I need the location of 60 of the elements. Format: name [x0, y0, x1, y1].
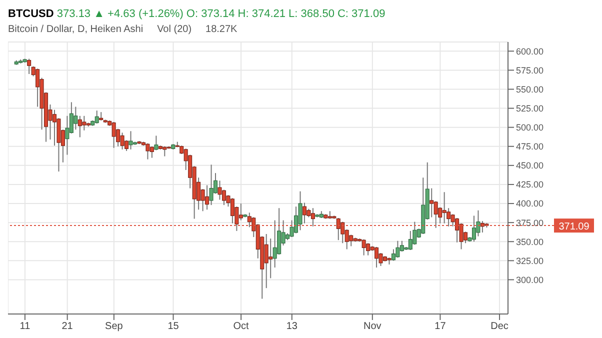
candlestick — [366, 242, 370, 256]
x-tick-label: 21 — [62, 321, 74, 332]
candlestick — [112, 122, 116, 148]
candlestick — [162, 146, 167, 157]
candlestick — [205, 184, 210, 210]
x-tick-label: 15 — [168, 321, 180, 332]
x-tick-label: Oct — [233, 321, 250, 332]
candlestick — [74, 106, 78, 130]
candlestick — [128, 130, 133, 150]
candlestick — [442, 192, 446, 224]
candlestick — [209, 164, 214, 206]
chart-subtitle: 373.13 ▲ +4.63 (+1.26%) O: 373.14 H: 374.21 L: 368.50 C: 371.09 — [56, 8, 386, 20]
x-tick-label: Dec — [490, 321, 508, 332]
candlestick — [222, 189, 226, 206]
candlestick — [146, 142, 150, 160]
ref-line-label: 371.09 — [558, 222, 590, 233]
y-tick-label: 575.00 — [516, 65, 544, 76]
candlestick — [362, 238, 366, 256]
candlestick — [374, 246, 379, 268]
y-tick-label: 350.00 — [516, 236, 544, 247]
y-tick-label: 325.00 — [516, 256, 544, 266]
y-tick-label: 400.00 — [516, 198, 544, 209]
y-tick-label: 525.00 — [516, 103, 544, 114]
x-tick-label: 11 — [20, 321, 31, 332]
candlestick — [294, 206, 298, 234]
candlestick — [82, 115, 86, 131]
chart-title: BTCUSD — [8, 8, 54, 20]
y-tick-label: 300.00 — [516, 274, 544, 285]
candlestick — [78, 115, 82, 138]
candlestick — [268, 238, 273, 279]
candlestick — [336, 218, 340, 241]
y-tick-label: 550.00 — [516, 84, 544, 94]
y-tick-label: 375.00 — [516, 218, 544, 228]
text: 18.27K — [206, 24, 238, 37]
x-tick-label: 17 — [434, 321, 446, 332]
candlestick — [310, 208, 315, 227]
y-tick-label: 500.00 — [516, 122, 544, 133]
candlestick — [94, 110, 99, 124]
candlestick — [264, 234, 268, 289]
candlestick — [27, 58, 32, 74]
candlestick — [120, 132, 124, 150]
text: Vol (20) — [157, 24, 192, 37]
candlestick — [434, 200, 438, 228]
y-tick-label: 475.00 — [516, 142, 544, 152]
candlestick — [298, 190, 302, 231]
x-tick-label: Sep — [105, 321, 124, 332]
y-tick-label: 450.00 — [516, 160, 544, 171]
text: Bitcoin / Dollar, D, Heiken Ashi — [8, 24, 144, 37]
y-tick-label: 600.00 — [516, 46, 544, 56]
candlestick — [150, 146, 154, 158]
candlestick — [290, 220, 294, 238]
candlestick — [396, 240, 400, 258]
candlestick — [340, 221, 345, 244]
y-tick-label: 425.00 — [516, 180, 544, 190]
candlestick — [238, 203, 243, 221]
candlestick — [36, 68, 40, 108]
candlestick — [455, 218, 460, 243]
candlestick — [430, 188, 434, 218]
x-tick-label: Nov — [364, 321, 382, 332]
x-tick-label: 13 — [286, 321, 298, 332]
